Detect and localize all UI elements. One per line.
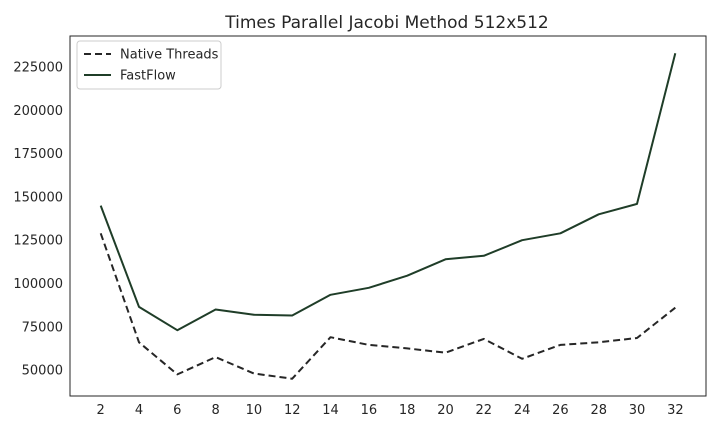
x-tick-label: 8 <box>211 403 219 418</box>
x-tick-label: 14 <box>322 403 339 418</box>
series-line-fastflow <box>99 53 677 332</box>
legend-box <box>76 40 222 90</box>
y-tick-label: 50000 <box>22 364 63 379</box>
x-tick-label: 28 <box>590 403 607 418</box>
x-tick-label: 2 <box>97 403 105 418</box>
x-tick-label: 12 <box>284 403 301 418</box>
x-tick-label: 6 <box>173 403 181 418</box>
legend: Native Threads FastFlow <box>76 40 222 90</box>
plot-area: 2 4 6 8 10 12 14 16 18 20 22 24 26 28 30 32500007500010… <box>13 35 707 418</box>
x-tick-label: 16 <box>361 403 378 418</box>
series-line-native-threads <box>99 232 676 380</box>
x-tick-label: 30 <box>629 403 646 418</box>
y-tick-label: 175000 <box>13 147 63 162</box>
y-tick-label: 150000 <box>13 190 63 205</box>
x-tick-label: 10 <box>246 403 263 418</box>
x-tick-label: 4 <box>135 403 143 418</box>
series-layer <box>99 53 677 380</box>
legend-label: FastFlow <box>120 69 176 84</box>
plot-frame <box>69 35 707 397</box>
y-tick-label: 100000 <box>13 277 63 292</box>
x-tick-label: 20 <box>437 403 454 418</box>
y-tick-label: 200000 <box>13 104 63 119</box>
legend-label: Native Threads <box>120 48 219 63</box>
y-tick-label: 225000 <box>13 61 63 76</box>
chart-title: Times Parallel Jacobi Method 512x512 <box>224 13 548 33</box>
x-tick-label: 18 <box>399 403 416 418</box>
x-tick-label: 32 <box>667 403 684 418</box>
x-tick-label: 26 <box>552 403 569 418</box>
x-tick-label: 22 <box>476 403 493 418</box>
y-tick-label: 125000 <box>13 234 63 249</box>
y-tick-label: 75000 <box>22 320 63 335</box>
x-tick-label: 24 <box>514 403 531 418</box>
